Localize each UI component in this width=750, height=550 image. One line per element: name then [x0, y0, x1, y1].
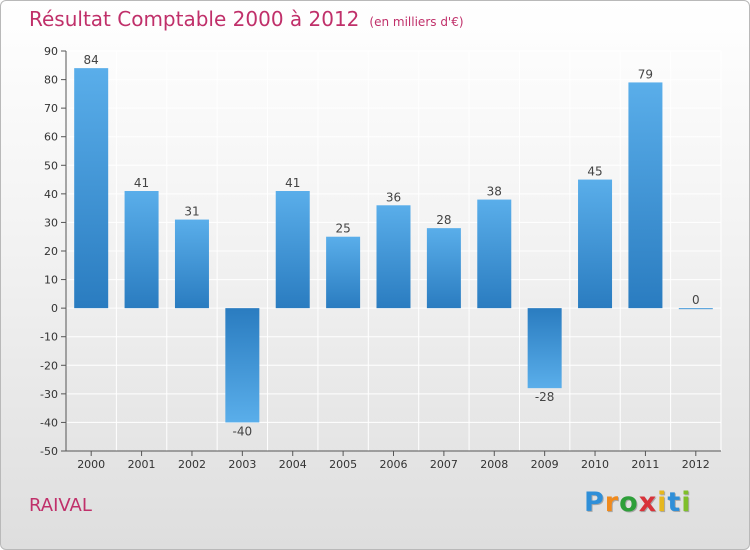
title-text: Résultat Comptable 2000 à 2012 — [29, 7, 360, 31]
bar — [376, 205, 411, 309]
bar-value-label: 84 — [84, 53, 99, 67]
y-tick-label: -10 — [40, 331, 58, 344]
x-tick-label: 2012 — [682, 458, 710, 471]
bar-value-label: 28 — [436, 213, 451, 227]
logo-letter: o — [619, 487, 639, 518]
data-labels: 84 41 31 -40 41 25 36 28 38 -28 45 79 0 — [84, 53, 700, 438]
bar-value-label: 45 — [587, 165, 602, 179]
y-tick-label: -30 — [40, 388, 58, 401]
logo-letter: i — [657, 487, 668, 518]
x-tick-label: 2005 — [329, 458, 357, 471]
title-unit: (en milliers d'€) — [369, 15, 464, 29]
bar — [326, 236, 361, 309]
bar-value-label: 79 — [638, 67, 653, 81]
x-tick-label: 2006 — [380, 458, 408, 471]
axes: -50 -40 -30 -20 -10 0 10 20 30 40 50 60 70 80 90 2000 20… — [40, 45, 721, 471]
bar-value-label: 41 — [134, 176, 149, 190]
y-tick-label: 70 — [44, 102, 58, 115]
y-tick-label: -50 — [40, 445, 58, 458]
logo-letter: r — [604, 487, 620, 518]
y-tick-label: 60 — [44, 131, 58, 144]
bars — [74, 68, 713, 423]
bar — [678, 308, 713, 310]
bar — [74, 68, 109, 309]
x-tick-label: 2003 — [228, 458, 256, 471]
bar — [426, 228, 461, 309]
y-tick-label: 80 — [44, 74, 58, 87]
x-tick-label: 2010 — [581, 458, 609, 471]
bar — [628, 82, 663, 309]
commune-name: RAIVAL — [29, 495, 92, 516]
y-tick-label: 50 — [44, 159, 58, 172]
logo-letter: x — [638, 487, 658, 518]
y-tick-label: -20 — [40, 359, 58, 372]
x-tick-label: 2000 — [77, 458, 105, 471]
bar — [477, 199, 512, 309]
x-tick-label: 2001 — [128, 458, 156, 471]
x-tick-label: 2004 — [279, 458, 307, 471]
x-tick-label: 2009 — [531, 458, 559, 471]
y-tick-label: 10 — [44, 274, 58, 287]
bar-value-label: 36 — [386, 190, 401, 204]
bar-value-label: 25 — [335, 222, 350, 236]
y-tick-label: 40 — [44, 188, 58, 201]
bar — [275, 191, 310, 309]
bar — [527, 308, 562, 389]
y-tick-label: 0 — [51, 302, 58, 315]
bar — [578, 179, 613, 309]
bar-value-label: -40 — [233, 424, 253, 438]
proxiti-logo: Proxiti — [584, 487, 692, 518]
y-tick-label: 90 — [44, 45, 58, 58]
bar — [124, 191, 159, 309]
logo-letter: t — [667, 487, 682, 518]
y-tick-label: 30 — [44, 216, 58, 229]
x-tick-label: 2008 — [480, 458, 508, 471]
bar — [174, 219, 209, 309]
chart-title: Résultat Comptable 2000 à 2012 (en millie… — [29, 7, 464, 31]
bar-value-label: 0 — [692, 293, 700, 307]
bar-value-label: 41 — [285, 176, 300, 190]
y-tick-label: 20 — [44, 245, 58, 258]
bar-value-label: 31 — [184, 205, 199, 219]
x-tick-label: 2007 — [430, 458, 458, 471]
bar — [225, 308, 260, 423]
x-tick-label: 2011 — [631, 458, 659, 471]
logo-letter: i — [681, 487, 692, 518]
bar-value-label: -28 — [535, 390, 555, 404]
y-tick-label: -40 — [40, 416, 58, 429]
x-tick-label: 2002 — [178, 458, 206, 471]
bar-value-label: 38 — [487, 185, 502, 199]
logo-letter: P — [584, 487, 605, 518]
